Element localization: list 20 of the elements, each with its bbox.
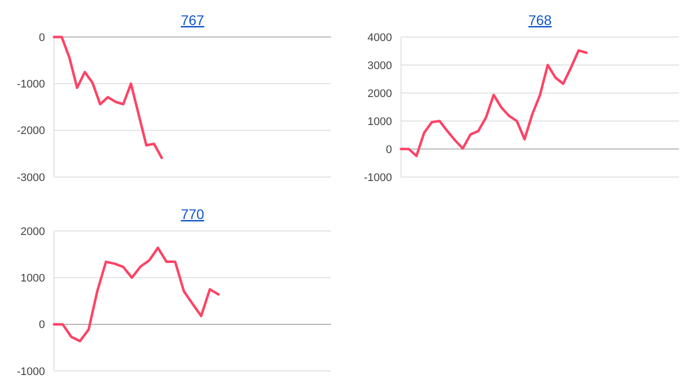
- y-tick-label: 1000: [368, 116, 392, 128]
- y-tick-label: 2000: [368, 88, 392, 100]
- y-tick-label: 4000: [368, 32, 392, 44]
- y-tick-label: 0: [38, 319, 45, 332]
- y-tick-label: -1000: [16, 366, 45, 378]
- y-tick-label: 2000: [20, 226, 45, 238]
- line-series: [400, 49, 588, 158]
- y-tick-label: 0: [386, 144, 392, 156]
- y-tick-label: -1000: [364, 172, 392, 184]
- y-tick-label: 3000: [368, 60, 392, 72]
- chart-title: 767: [180, 12, 204, 28]
- line-series: [52, 36, 163, 160]
- y-tick-label: -2000: [16, 125, 45, 138]
- y-tick-label: -1000: [16, 78, 45, 91]
- chart-title: 768: [528, 12, 552, 28]
- chart-title: 770: [180, 206, 204, 222]
- y-tick-label: 0: [38, 32, 45, 44]
- line-series: [52, 246, 220, 342]
- y-tick-label: 1000: [20, 272, 45, 285]
- y-tick-label: -3000: [16, 172, 45, 184]
